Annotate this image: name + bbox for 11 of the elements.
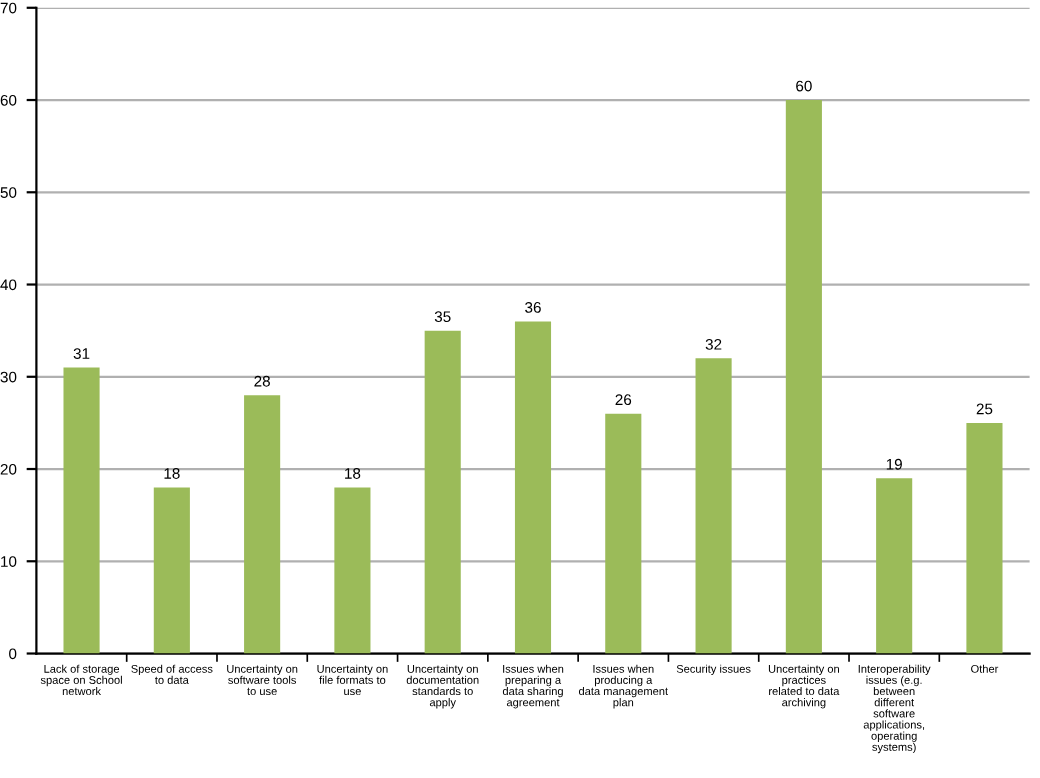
bar — [153, 487, 190, 654]
bar — [695, 358, 732, 654]
bar — [244, 395, 281, 654]
bar — [876, 478, 913, 654]
bar — [966, 422, 1003, 654]
bar — [514, 321, 552, 654]
bar — [785, 100, 822, 654]
bar — [605, 413, 642, 654]
bar — [334, 487, 371, 654]
bar — [63, 367, 100, 654]
bar — [424, 330, 461, 654]
